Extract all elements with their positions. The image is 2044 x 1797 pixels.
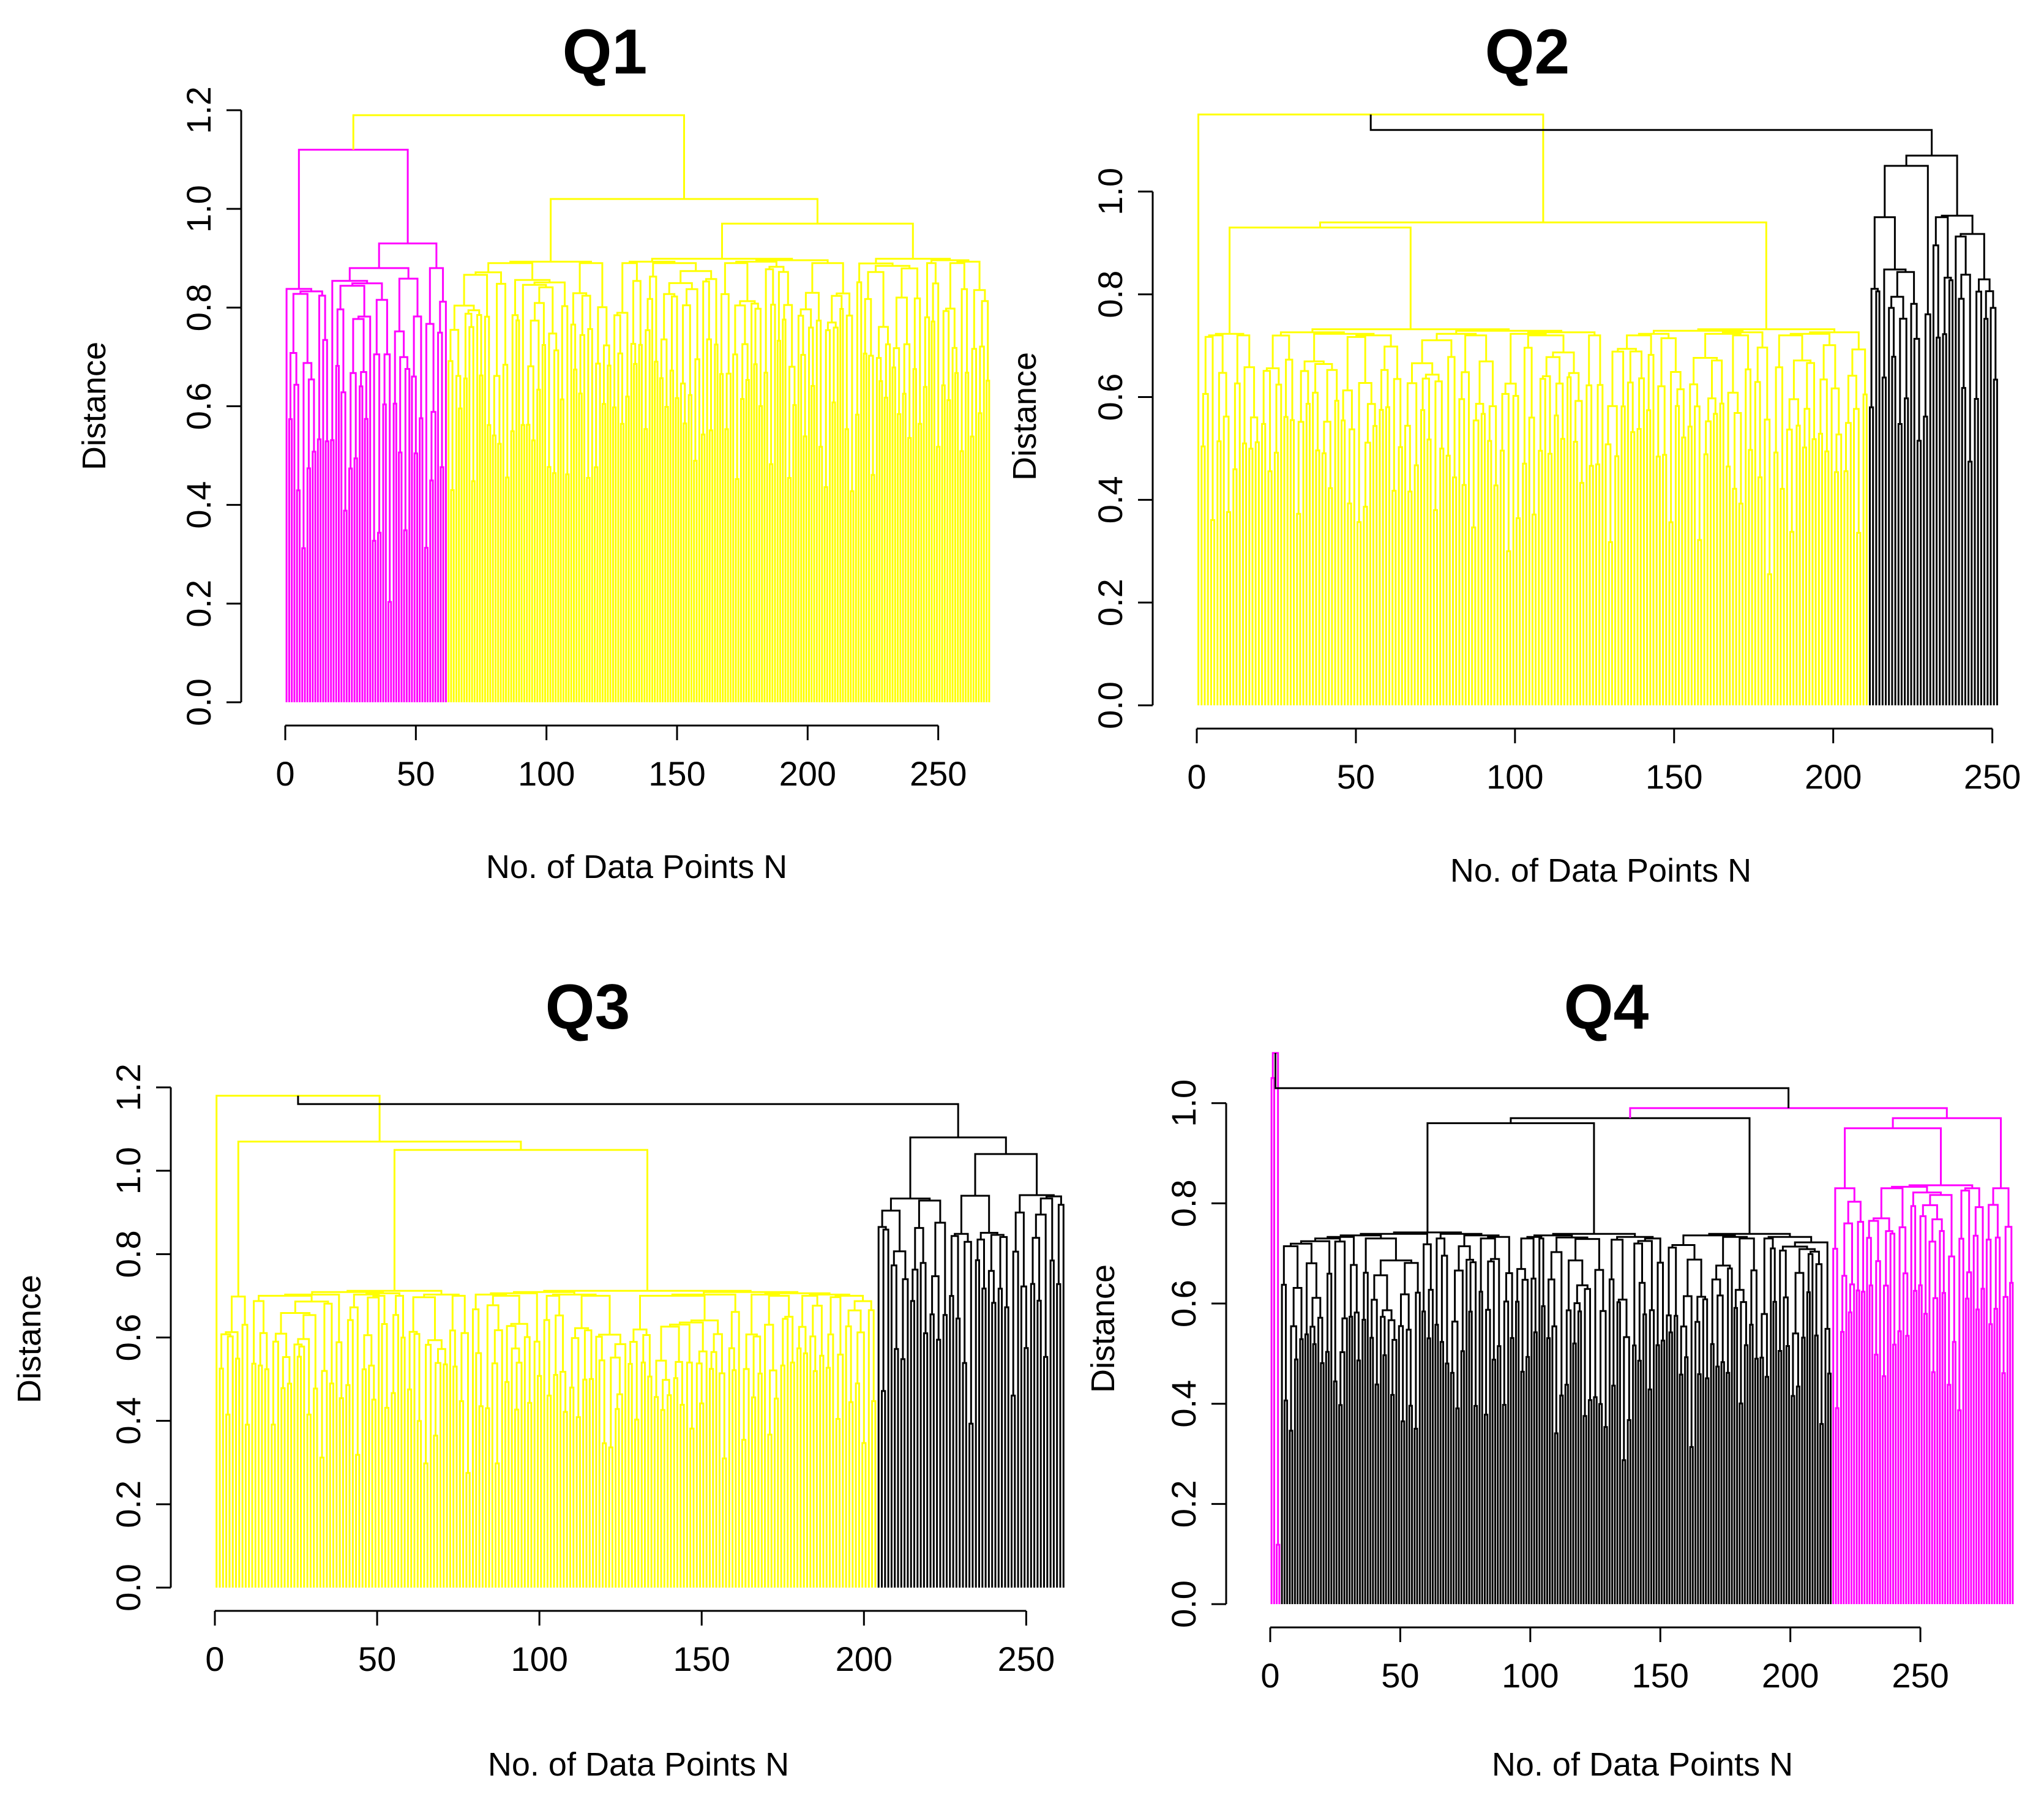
top-link bbox=[1275, 1052, 1790, 1108]
y-axis-label: Distance bbox=[76, 342, 113, 470]
x-axis-label: No. of Data Points N bbox=[486, 849, 787, 885]
y-axis-label: Distance bbox=[11, 1275, 48, 1403]
panel-q4: Q4 0 50 100 150 200 250 0.0 0.2 0.4 0.6 0.8 1.0 No… bbox=[1085, 972, 2014, 1783]
dendrogram bbox=[285, 114, 990, 702]
x-tick-label: 0 bbox=[1260, 1656, 1279, 1695]
y-tick-label: 0.2 bbox=[1164, 1480, 1203, 1528]
dendrogram bbox=[215, 1095, 1065, 1588]
x-axis: 0 50 100 150 200 250 bbox=[205, 1610, 1055, 1678]
x-axis: 0 50 100 150 200 250 bbox=[275, 724, 967, 793]
x-tick-label: 150 bbox=[648, 754, 705, 793]
y-tick-label: 0.4 bbox=[1164, 1380, 1203, 1428]
y-axis-label: Distance bbox=[1006, 352, 1043, 481]
x-axis: 0 50 100 150 200 250 bbox=[1187, 727, 2021, 796]
top-link bbox=[297, 1095, 959, 1138]
y-tick-label: 0.6 bbox=[109, 1314, 148, 1362]
x-axis-label: No. of Data Points N bbox=[1450, 852, 1751, 889]
x-tick-label: 150 bbox=[1632, 1656, 1689, 1695]
y-tick-label: 0.0 bbox=[1091, 681, 1129, 729]
y-tick-label: 0.8 bbox=[179, 283, 218, 331]
top-link bbox=[1369, 114, 1933, 156]
y-tick-label: 1.0 bbox=[1091, 168, 1129, 216]
x-tick-label: 50 bbox=[358, 1640, 396, 1678]
chart-title: Q3 bbox=[545, 972, 631, 1043]
dendrogram bbox=[1197, 113, 1998, 705]
x-tick-label: 0 bbox=[1187, 757, 1206, 796]
y-axis: 0.0 0.2 0.4 0.6 0.8 1.0 bbox=[1091, 168, 1154, 729]
top-link bbox=[352, 114, 685, 199]
y-tick-label: 0.6 bbox=[1164, 1280, 1203, 1327]
y-tick-label: 0.6 bbox=[179, 383, 218, 430]
chart-title: Q1 bbox=[563, 17, 648, 88]
y-tick-label: 1.0 bbox=[1164, 1079, 1203, 1127]
x-tick-label: 250 bbox=[998, 1640, 1055, 1678]
y-tick-label: 0.2 bbox=[1091, 579, 1129, 626]
cluster-yellow-branches bbox=[219, 1141, 877, 1588]
x-tick-label: 100 bbox=[511, 1640, 567, 1678]
x-tick-label: 250 bbox=[1964, 757, 2021, 796]
x-tick-label: 50 bbox=[1381, 1656, 1419, 1695]
cluster-yellow-branches bbox=[1200, 221, 1868, 705]
y-axis: 0.0 0.2 0.4 0.6 0.8 1.0 1.2 bbox=[179, 86, 242, 726]
x-tick-label: 50 bbox=[397, 754, 435, 793]
cluster-magenta-branches bbox=[1832, 1117, 2014, 1604]
x-axis: 0 50 100 150 200 250 bbox=[1260, 1626, 1949, 1695]
panel-q2: Q2 0 50 100 150 200 250 0.0 0.2 0.4 0.6 0.8 1.0 No… bbox=[1006, 17, 2021, 889]
y-axis-label: Distance bbox=[1085, 1264, 1121, 1393]
y-tick-label: 0.0 bbox=[1164, 1580, 1203, 1628]
x-tick-label: 200 bbox=[779, 754, 836, 793]
y-tick-label: 0.4 bbox=[1091, 476, 1129, 523]
x-tick-label: 0 bbox=[275, 754, 294, 793]
y-tick-label: 0.0 bbox=[179, 678, 218, 726]
y-tick-label: 1.2 bbox=[109, 1064, 148, 1111]
y-tick-label: 1.2 bbox=[179, 86, 218, 134]
panel-q3: Q3 0 50 100 150 200 250 0.0 0.2 0.4 0.6 0.8 1.0 1.2… bbox=[11, 972, 1065, 1783]
y-tick-label: 0.0 bbox=[109, 1564, 148, 1611]
x-tick-label: 150 bbox=[1645, 757, 1702, 796]
panel-q1: Q1 0 50 100 150 200 250 0.0 0.2 0.4 0.6 0.8 1.0 1.2… bbox=[76, 17, 990, 885]
cluster-black-branches bbox=[1869, 154, 1998, 705]
x-tick-label: 150 bbox=[673, 1640, 730, 1678]
x-tick-label: 100 bbox=[1502, 1656, 1559, 1695]
y-tick-label: 0.8 bbox=[109, 1230, 148, 1278]
y-tick-label: 1.0 bbox=[179, 185, 218, 233]
y-tick-label: 0.6 bbox=[1091, 373, 1129, 421]
x-tick-label: 250 bbox=[1892, 1656, 1949, 1695]
x-tick-label: 200 bbox=[1762, 1656, 1819, 1695]
y-tick-label: 0.8 bbox=[1164, 1179, 1203, 1227]
x-tick-label: 250 bbox=[910, 754, 967, 793]
cluster-magenta-branches bbox=[285, 149, 447, 702]
cluster-black-branches bbox=[1281, 1117, 1832, 1604]
dendrogram bbox=[1270, 1052, 2014, 1604]
y-tick-label: 0.2 bbox=[179, 580, 218, 628]
y-tick-label: 0.4 bbox=[179, 481, 218, 529]
cluster-yellow-branches bbox=[447, 198, 990, 702]
x-tick-label: 200 bbox=[836, 1640, 893, 1678]
cluster-black-branches bbox=[877, 1136, 1065, 1588]
y-axis: 0.0 0.2 0.4 0.6 0.8 1.0 1.2 bbox=[109, 1064, 172, 1611]
y-tick-label: 0.2 bbox=[109, 1480, 148, 1528]
y-tick-label: 0.4 bbox=[109, 1397, 148, 1445]
x-axis-label: No. of Data Points N bbox=[488, 1746, 789, 1783]
chart-title: Q4 bbox=[1564, 972, 1649, 1043]
y-tick-label: 0.8 bbox=[1091, 271, 1129, 318]
x-tick-label: 50 bbox=[1337, 757, 1375, 796]
x-tick-label: 0 bbox=[205, 1640, 224, 1678]
x-axis-label: No. of Data Points N bbox=[1492, 1746, 1793, 1783]
x-tick-label: 100 bbox=[1486, 757, 1543, 796]
y-tick-label: 1.0 bbox=[109, 1147, 148, 1195]
x-tick-label: 100 bbox=[518, 754, 575, 793]
chart-title: Q2 bbox=[1485, 17, 1570, 88]
y-axis: 0.0 0.2 0.4 0.6 0.8 1.0 bbox=[1164, 1079, 1227, 1628]
x-tick-label: 200 bbox=[1805, 757, 1862, 796]
